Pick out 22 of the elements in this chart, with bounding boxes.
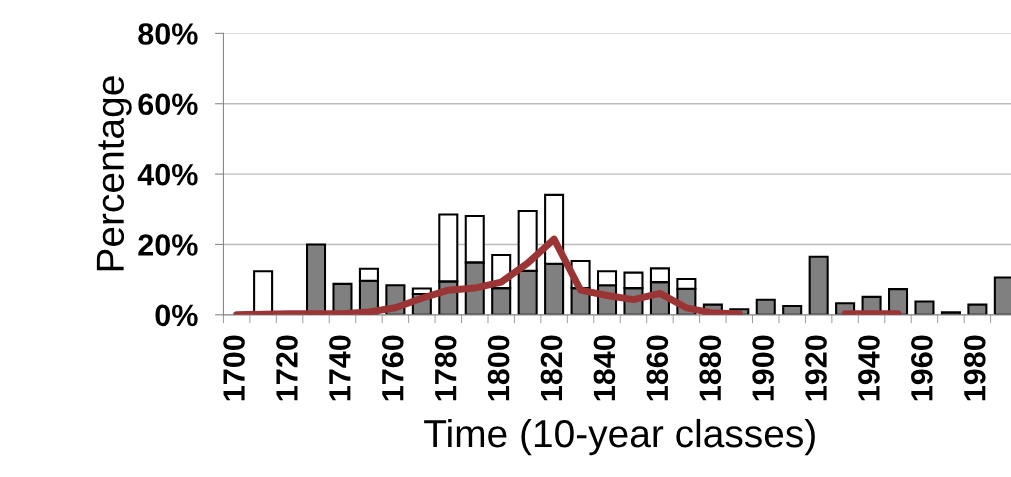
x-tick-label: 1800 bbox=[487, 335, 510, 401]
x-tick-label: 1940 bbox=[858, 335, 880, 401]
y-tick-label: 40% bbox=[137, 163, 198, 186]
y-tick-label: 80% bbox=[138, 23, 198, 45]
y-tick-label: 20% bbox=[138, 234, 198, 256]
y-tick-label: 0% bbox=[155, 304, 198, 327]
x-tick-label: 1780 bbox=[434, 335, 457, 401]
x-tick-label: 1760 bbox=[381, 335, 404, 401]
x-tick-label: 1920 bbox=[805, 335, 827, 401]
x-tick-label: 1980 bbox=[963, 335, 986, 401]
x-tick-label: 1960 bbox=[911, 335, 933, 401]
x-axis-title: Time (10-year classes) bbox=[424, 418, 815, 456]
x-tick-label: 1820 bbox=[540, 335, 563, 401]
x-tick-label: 1860 bbox=[646, 335, 669, 401]
y-tick-label: 60% bbox=[138, 93, 198, 116]
x-tick-label: 1740 bbox=[329, 335, 351, 401]
x-tick-label: 1720 bbox=[276, 335, 298, 401]
x-tick-label: 1900 bbox=[752, 335, 774, 401]
x-tick-label: 1840 bbox=[593, 335, 616, 401]
x-tick-label: 1700 bbox=[223, 335, 245, 401]
y-axis-title: Percentage bbox=[96, 76, 132, 271]
x-tick-label: 1880 bbox=[699, 335, 722, 401]
